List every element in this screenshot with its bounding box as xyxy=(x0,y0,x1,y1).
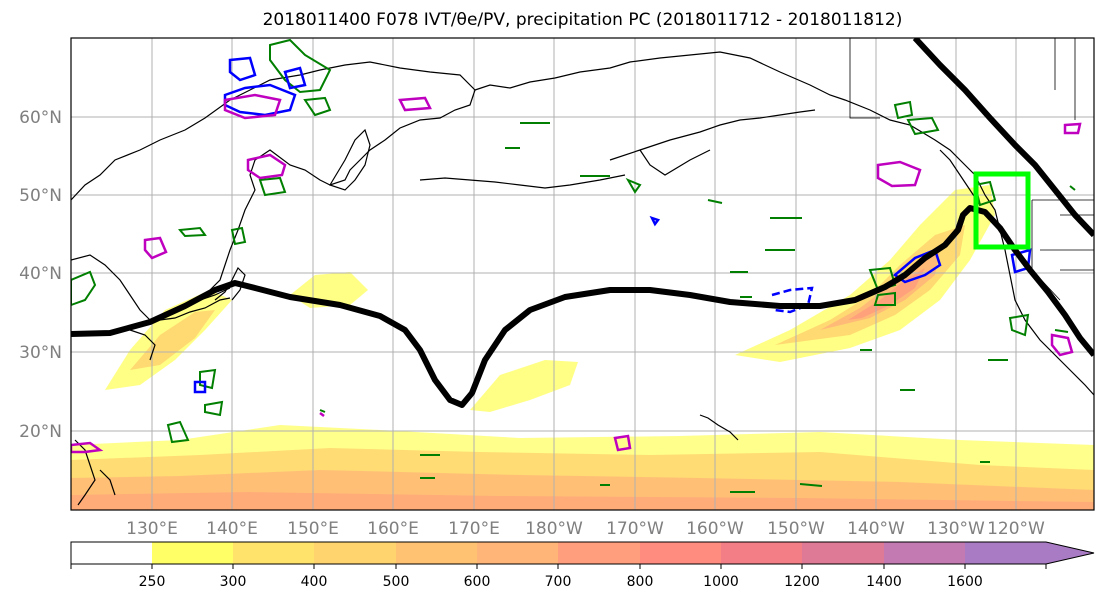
colorbar-label-1000: 1000 xyxy=(703,574,739,590)
colorbar-segment-250 xyxy=(152,542,233,564)
coastlines xyxy=(71,38,1094,506)
colorbar-segment-1200 xyxy=(802,542,884,564)
colorbar-segment-500 xyxy=(396,542,477,564)
colorbar-ticks xyxy=(70,564,1047,569)
lon-label-130e: 130°E xyxy=(126,519,178,539)
colorbar-label-700: 700 xyxy=(545,574,572,590)
colorbar-segment-1400 xyxy=(884,542,965,564)
colorbar: 250 300 400 500 600 700 800 1000 1200 14… xyxy=(70,541,1095,590)
lon-label-160w: 160°W xyxy=(686,519,744,539)
green-contours xyxy=(71,38,1076,493)
lon-label-140e: 140°E xyxy=(206,519,258,539)
lat-label-20n: 20°N xyxy=(19,422,62,442)
colorbar-label-600: 600 xyxy=(464,574,491,590)
lon-label-180w: 180°W xyxy=(525,519,583,539)
lon-label-160e: 160°E xyxy=(367,519,419,539)
colorbar-segment-800 xyxy=(640,542,721,564)
colorbar-segment-white xyxy=(71,542,152,564)
lat-label-40n: 40°N xyxy=(19,264,62,284)
lon-label-130w: 130°W xyxy=(927,519,985,539)
lat-label-30n: 30°N xyxy=(19,343,62,363)
lon-label-150w: 150°W xyxy=(767,519,825,539)
colorbar-label-250: 250 xyxy=(139,574,166,590)
lon-label-150e: 150°E xyxy=(287,519,339,539)
colorbar-label-1400: 1400 xyxy=(866,574,902,590)
colorbar-label-1600: 1600 xyxy=(947,574,983,590)
lon-label-170w: 170°W xyxy=(606,519,664,539)
colorbar-label-400: 400 xyxy=(301,574,328,590)
colorbar-segment-1600 xyxy=(965,542,1094,564)
colorbar-segment-300 xyxy=(233,542,314,564)
lon-label-170e: 170°E xyxy=(448,519,500,539)
lon-label-140w: 140°W xyxy=(847,519,905,539)
colorbar-label-300: 300 xyxy=(220,574,247,590)
colorbar-label-500: 500 xyxy=(383,574,410,590)
gridlines xyxy=(71,38,1094,510)
blue-contours xyxy=(193,56,1032,394)
colorbar-segment-400 xyxy=(314,542,396,564)
colorbar-segment-700 xyxy=(558,542,640,564)
theta-e-contour xyxy=(71,205,1094,408)
map-frame xyxy=(70,37,1095,511)
latitude-labels: 60°N 50°N 40°N 30°N 20°N xyxy=(19,108,62,442)
lon-label-120w: 120°W xyxy=(987,519,1045,539)
target-region-box xyxy=(973,171,1031,250)
colorbar-segment-600 xyxy=(477,542,558,564)
colorbar-frame xyxy=(70,541,1095,565)
colorbar-segment-1000 xyxy=(721,542,802,564)
chart-title: 2018011400 F078 IVT/θe/PV, precipitation… xyxy=(262,10,903,30)
colorbar-label-1200: 1200 xyxy=(784,574,820,590)
theta-e-contour-north xyxy=(912,38,1094,238)
lat-label-60n: 60°N xyxy=(19,108,62,128)
magenta-contours xyxy=(71,93,1082,454)
longitude-labels: 130°E 140°E 150°E 160°E 170°E 180°W 170°… xyxy=(126,519,1045,539)
lat-label-50n: 50°N xyxy=(19,186,62,206)
colorbar-label-800: 800 xyxy=(627,574,654,590)
